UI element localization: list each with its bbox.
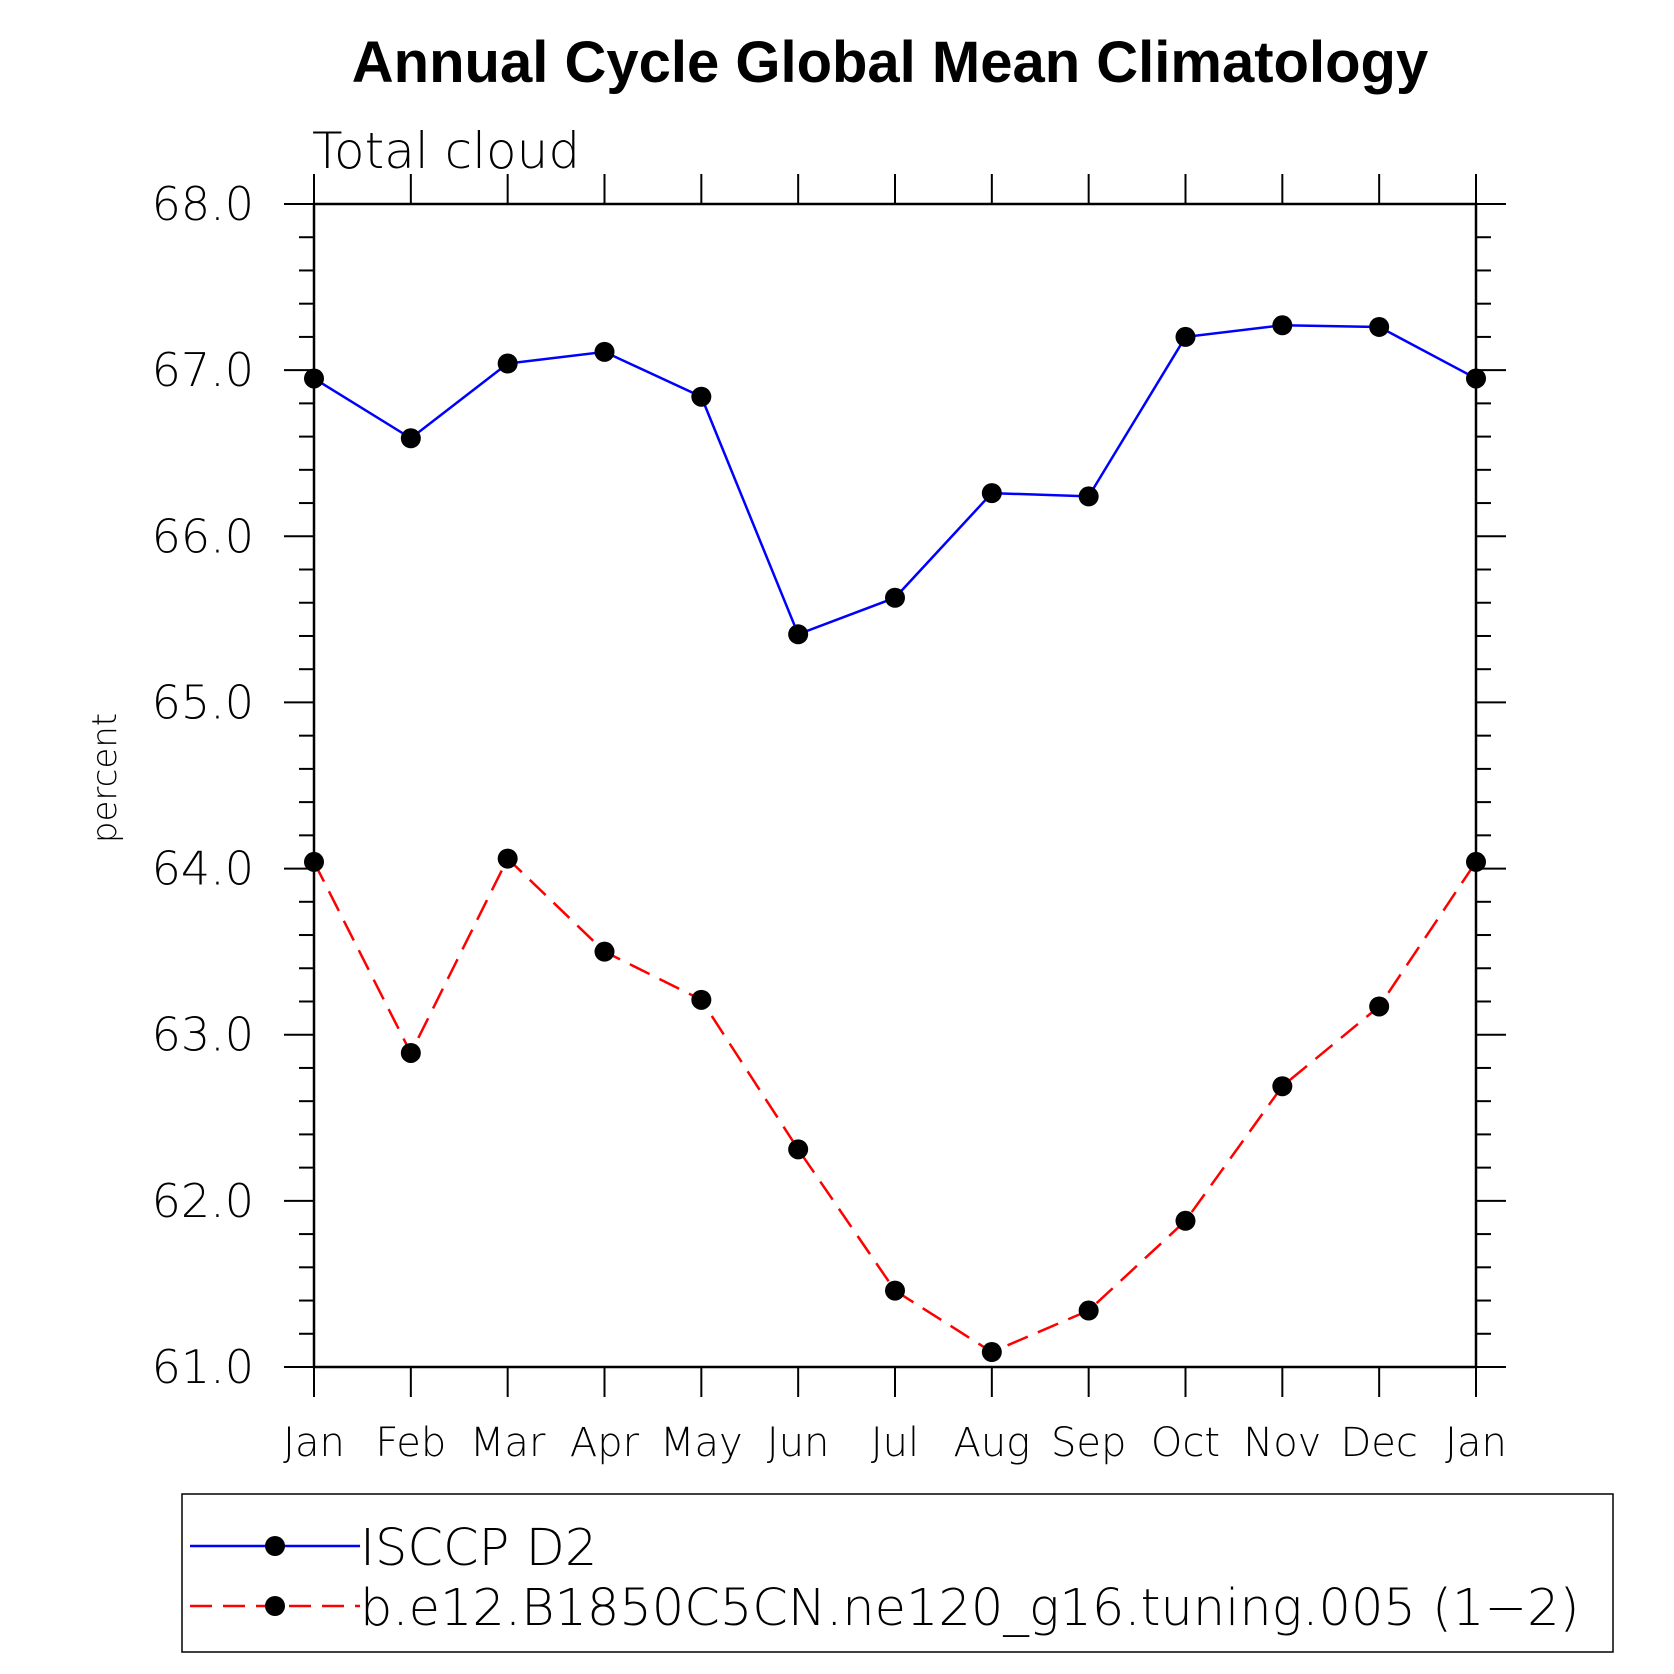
data-point xyxy=(304,368,324,389)
x-tick-label: Mar xyxy=(470,1420,546,1466)
data-point xyxy=(1078,1300,1099,1321)
y-tick-label: 62.0 xyxy=(152,1174,254,1228)
y-tick-label: 67.0 xyxy=(152,343,254,397)
x-tick-label: Apr xyxy=(570,1420,640,1466)
y-tick-label: 64.0 xyxy=(152,842,254,896)
series-layer xyxy=(304,315,1486,1363)
data-point xyxy=(691,989,712,1010)
x-tick-label: Jan xyxy=(283,1420,345,1466)
x-tick-label: Nov xyxy=(1243,1420,1321,1466)
data-point xyxy=(981,483,1002,504)
chart-title: Annual Cycle Global Mean Climatology xyxy=(352,30,1428,95)
data-point xyxy=(1466,851,1486,872)
y-tick-label: 63.0 xyxy=(152,1008,254,1062)
x-tick-label: Jul xyxy=(871,1420,919,1466)
data-point xyxy=(788,1139,809,1160)
x-tick-label: Jun xyxy=(767,1420,830,1466)
x-tick-label: May xyxy=(660,1420,743,1466)
y-tick-label: 61.0 xyxy=(152,1340,254,1394)
legend-marker-1 xyxy=(265,1536,285,1556)
data-point xyxy=(1369,316,1390,337)
axes: 61.0 62.0 63.0 64.0 65.0 66.0 67.0 68.0 Jan Feb Ma… xyxy=(152,174,1507,1466)
data-point xyxy=(691,386,712,407)
legend: ISCCP D2b.e12.B1850C5CN.ne120_g16.tuning… xyxy=(190,1519,1579,1638)
data-point xyxy=(1466,368,1486,389)
data-point xyxy=(497,353,518,374)
data-point xyxy=(1272,1076,1293,1097)
legend-label-2: b.e12.B1850C5CN.ne120_g16.tuning.005 (1−… xyxy=(360,1579,1579,1638)
x-tick-label: Feb xyxy=(375,1420,446,1466)
y-axis-label: percent xyxy=(85,713,125,843)
legend-label-1: ISCCP D2 xyxy=(360,1519,597,1578)
data-point xyxy=(1369,996,1390,1017)
data-point xyxy=(400,1042,421,1063)
x-tick-label: Oct xyxy=(1151,1420,1220,1466)
data-point xyxy=(1078,486,1099,507)
data-point xyxy=(885,1280,905,1301)
y-tick-label: 65.0 xyxy=(152,675,254,729)
legend-box xyxy=(181,1493,1614,1653)
x-tick-label: Dec xyxy=(1340,1420,1417,1466)
data-point xyxy=(1272,315,1293,336)
data-point xyxy=(981,1342,1002,1363)
data-point xyxy=(1175,326,1196,347)
data-point xyxy=(594,941,615,962)
chart-subtitle: Total cloud xyxy=(312,122,580,180)
legend-marker-2 xyxy=(265,1596,285,1616)
series-line-2 xyxy=(312,856,1478,1354)
data-point xyxy=(788,624,809,645)
data-point xyxy=(1175,1210,1196,1231)
y-tick-label: 66.0 xyxy=(152,509,254,563)
data-point xyxy=(497,848,518,869)
y-tick-label: 68.0 xyxy=(152,177,254,231)
x-tick-label: Jan xyxy=(1445,1420,1507,1466)
x-tick-label: Aug xyxy=(953,1420,1030,1466)
x-tick-label: Sep xyxy=(1051,1420,1126,1466)
data-point xyxy=(400,428,421,449)
data-point xyxy=(304,851,324,872)
data-point xyxy=(885,587,905,608)
data-point xyxy=(594,341,615,362)
